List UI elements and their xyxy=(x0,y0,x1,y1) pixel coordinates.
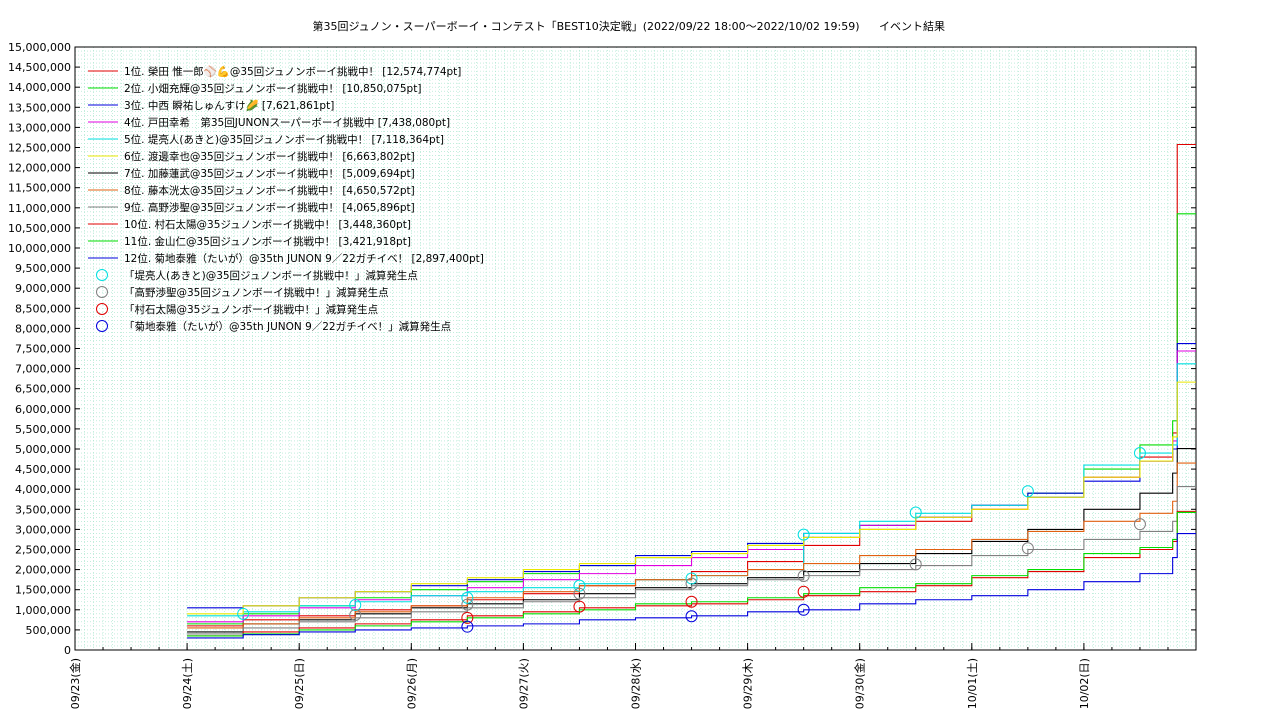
axes: 0 500,000 1,000,000 1,500,000 2,000,000 2,500… xyxy=(8,41,1197,709)
y-tick-label: 14,500,000 xyxy=(8,61,71,74)
subtraction-marker-2 xyxy=(461,598,474,611)
legend-label-12: 12位. 菊地泰雅（たいが）@35th JUNON 9／22ガチイベ！ [2,8… xyxy=(124,252,484,265)
y-tick-label: 3,500,000 xyxy=(15,503,71,516)
legend-label-10: 10位. 村石太陽@35ジュノンボーイ挑戦中！ [3,448,360pt] xyxy=(124,218,411,231)
y-tick-label: 13,000,000 xyxy=(8,121,71,134)
subtraction-marker-1 xyxy=(349,598,362,611)
legend-label-11: 11位. 金山仁@35回ジュノンボーイ挑戦中！ [3,421,918pt] xyxy=(124,235,411,248)
marker-layer xyxy=(237,447,1146,633)
legend-label-4: 4位. 戸田幸希 第35回JUNONスーパーボーイ挑戦中 [7,438,080p… xyxy=(124,116,450,129)
chart-title: 第35回ジュノン・スーパーボーイ・コンテスト「BEST10決定戦」(2022/0… xyxy=(312,19,859,33)
y-tick-label: 5,500,000 xyxy=(15,423,71,436)
y-tick-label: 7,000,000 xyxy=(15,363,71,376)
x-tick-label: 09/29(木) xyxy=(742,658,755,709)
legend-marker-1 xyxy=(96,269,108,281)
subtraction-marker-1 xyxy=(909,506,922,519)
subtraction-marker-1 xyxy=(573,579,586,592)
legend-label-2: 2位. 小畑充輝@35回ジュノンボーイ挑戦中！ [10,850,075pt] xyxy=(124,82,421,95)
y-tick-label: 9,500,000 xyxy=(15,262,71,275)
subtraction-marker-1 xyxy=(685,572,698,585)
legend-marker-label-4: 「菊地泰雅（たいが）@35th JUNON 9／22ガチイベ！」減算発生点 xyxy=(124,320,451,333)
y-tick-label: 10,500,000 xyxy=(8,222,71,235)
subtraction-marker-1 xyxy=(1133,447,1146,460)
subtraction-marker-3 xyxy=(573,600,586,613)
x-tick-label: 09/25(日) xyxy=(293,658,306,709)
y-tick-label: 2,500,000 xyxy=(15,544,71,557)
y-tick-label: 4,500,000 xyxy=(15,463,71,476)
y-tick-label: 3,000,000 xyxy=(15,523,71,536)
subtraction-marker-4 xyxy=(461,620,474,633)
y-tick-label: 14,000,000 xyxy=(8,81,71,94)
x-tick-label: 09/27(火) xyxy=(517,658,530,709)
x-tick-label: 09/26(月) xyxy=(405,658,418,709)
legend-marker-4 xyxy=(96,320,108,332)
legend-label-8: 8位. 藤本洸太@35回ジュノンボーイ挑戦中！ [4,650,572pt] xyxy=(124,184,415,197)
y-tick-label: 6,000,000 xyxy=(15,403,71,416)
x-tick-label: 09/30(金) xyxy=(853,658,867,709)
y-tick-label: 7,500,000 xyxy=(15,343,71,356)
y-tick-label: 5,000,000 xyxy=(15,443,71,456)
x-tick-label: 09/28(水) xyxy=(630,658,643,709)
subtraction-marker-3 xyxy=(797,585,810,598)
subtraction-marker-1 xyxy=(797,528,810,541)
subtraction-marker-4 xyxy=(797,603,810,616)
y-tick-label: 4,000,000 xyxy=(15,483,71,496)
legend-marker-label-3: 「村石太陽@35ジュノンボーイ挑戦中！」減算発生点 xyxy=(124,303,378,316)
series-line-11 xyxy=(187,511,1196,637)
x-tick-label: 10/02(日) xyxy=(1078,658,1091,709)
legend-label-1: 1位. 榮田 惟一郎⚾💪@35回ジュノンボーイ挑戦中！ [12,574,774p… xyxy=(124,65,461,78)
series-line-9 xyxy=(187,486,1196,635)
legend-marker-2 xyxy=(96,286,108,298)
subtraction-marker-3 xyxy=(685,595,698,608)
subtraction-marker-2 xyxy=(573,587,586,600)
subtraction-marker-2 xyxy=(349,609,362,622)
legend-label-3: 3位. 中西 瞬祐しゅんすけ🌽 [7,621,861pt] xyxy=(124,99,334,112)
subtraction-marker-1 xyxy=(237,607,250,620)
subtraction-marker-2 xyxy=(909,558,922,571)
legend-marker-label-1: 「堤亮人(あきと)@35回ジュノンボーイ挑戦中！」減算発生点 xyxy=(124,269,418,282)
series-line-8 xyxy=(187,462,1196,629)
legend-marker-3 xyxy=(96,303,108,315)
grid xyxy=(74,46,1197,651)
subtraction-marker-2 xyxy=(685,577,698,590)
subtraction-marker-3 xyxy=(461,611,474,624)
legend-label-7: 7位. 加藤蓮武@35回ジュノンボーイ挑戦中！ [5,009,694pt] xyxy=(124,167,415,180)
legend: 1位. 榮田 惟一郎⚾💪@35回ジュノンボーイ挑戦中！ [12,574,774p… xyxy=(88,65,484,333)
y-tick-label: 13,500,000 xyxy=(8,101,71,114)
subtraction-marker-1 xyxy=(1021,485,1034,498)
series-line-6 xyxy=(187,381,1196,615)
series-line-12 xyxy=(187,532,1196,639)
legend-label-6: 6位. 渡邊幸也@35回ジュノンボーイ挑戦中！ [6,663,802pt] xyxy=(124,150,415,163)
y-tick-label: 11,000,000 xyxy=(8,202,71,215)
y-tick-label: 0 xyxy=(64,644,71,657)
y-tick-label: 1,500,000 xyxy=(15,584,71,597)
x-tick-label: 10/01(土) xyxy=(966,658,979,709)
y-tick-label: 6,500,000 xyxy=(15,383,71,396)
y-tick-label: 2,000,000 xyxy=(15,564,71,577)
y-tick-label: 9,000,000 xyxy=(15,282,71,295)
subtraction-marker-1 xyxy=(461,591,474,604)
legend-label-9: 9位. 高野渉聖@35回ジュノンボーイ挑戦中！ [4,065,896pt] xyxy=(124,201,415,214)
y-tick-label: 1,000,000 xyxy=(15,604,71,617)
y-tick-label: 500,000 xyxy=(26,624,72,637)
legend-label-5: 5位. 堤亮人(あきと)@35回ジュノンボーイ挑戦中！ [7,118,364pt… xyxy=(124,133,444,146)
subtraction-marker-2 xyxy=(1133,518,1146,531)
y-tick-label: 15,000,000 xyxy=(8,41,71,54)
y-tick-label: 12,500,000 xyxy=(8,142,71,155)
y-tick-label: 11,500,000 xyxy=(8,182,71,195)
series-layer xyxy=(187,143,1196,639)
y-tick-label: 8,000,000 xyxy=(15,322,71,335)
x-tick-label: 09/24(土) xyxy=(181,658,194,709)
subtraction-marker-2 xyxy=(1021,542,1034,555)
y-tick-label: 10,000,000 xyxy=(8,242,71,255)
subtraction-marker-4 xyxy=(685,610,698,623)
y-tick-label: 12,000,000 xyxy=(8,162,71,175)
chart-subtitle: イベント結果 xyxy=(879,19,945,33)
x-tick-label: 09/23(金) xyxy=(68,658,82,709)
legend-marker-label-2: 「高野渉聖@35回ジュノンボーイ挑戦中！」減算発生点 xyxy=(124,286,389,299)
subtraction-marker-2 xyxy=(797,570,810,583)
y-tick-label: 8,500,000 xyxy=(15,302,71,315)
